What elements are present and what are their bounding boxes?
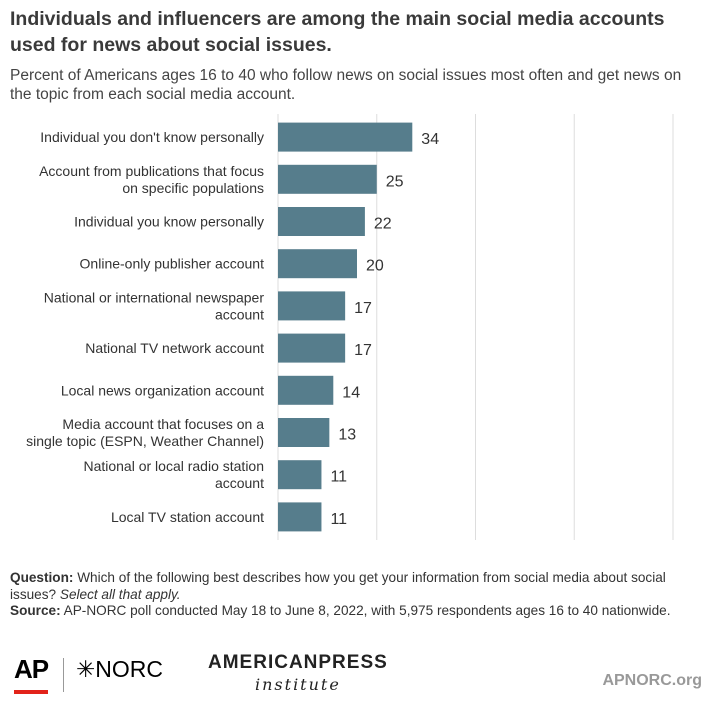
bar — [278, 333, 346, 363]
x-tick-label: 0 — [274, 561, 282, 563]
category-label: National TV network account — [85, 340, 264, 356]
category-label: Account from publications that focus on s… — [39, 163, 264, 196]
footer: AP ✳NORC AMERICANPRESS institute APNORC.… — [0, 650, 712, 701]
category-label: Local news organization account — [61, 382, 264, 398]
api-logo-sub: institute — [255, 675, 341, 694]
bar — [278, 249, 357, 279]
category-label: Media account that focuses on a single to… — [26, 416, 264, 449]
bar — [278, 164, 377, 194]
category-label: National or local radio station account — [83, 458, 264, 491]
data-label: 22 — [374, 216, 392, 233]
norc-logo: ✳NORC — [76, 656, 163, 682]
chart-title: Individuals and influencers are among th… — [10, 8, 665, 56]
chart-notes: Question: Which of the following best de… — [10, 570, 700, 620]
data-label: 34 — [421, 131, 439, 148]
source-text: AP-NORC poll conducted May 18 to June 8,… — [63, 603, 671, 618]
category-label: Online-only publisher account — [80, 256, 265, 272]
data-label: 11 — [330, 511, 347, 528]
bar — [278, 418, 330, 447]
bar — [278, 502, 322, 532]
question-label: Question: — [10, 570, 74, 585]
question-italic: Select all that apply. — [59, 586, 181, 602]
data-label: 20 — [366, 258, 384, 275]
logo-divider — [63, 658, 64, 692]
bar — [278, 460, 322, 490]
data-label: 17 — [354, 342, 372, 359]
ap-logo: AP — [14, 654, 49, 684]
source-label: Source: — [10, 603, 61, 618]
category-label: Individual you know personally — [74, 214, 264, 230]
x-tick-label: 25 — [369, 561, 385, 563]
chart-subtitle: Percent of Americans ages 16 to 40 who f… — [10, 67, 682, 103]
bar — [278, 207, 365, 236]
data-label: 11 — [330, 469, 347, 486]
bar — [278, 291, 346, 321]
data-label: 17 — [354, 300, 372, 317]
site-url: APNORC.org — [602, 672, 702, 689]
x-tick-label: 50 — [468, 561, 484, 563]
category-label: Local TV station account — [111, 509, 264, 525]
question-text: Which of the following best describes ho… — [10, 570, 666, 602]
category-label: Individual you don't know personally — [40, 129, 264, 145]
bar-chart: 0 25 50 75 100% 34 Individual you don't know p… — [26, 114, 691, 563]
x-tick-label: 100% — [655, 561, 691, 563]
bar — [278, 122, 413, 152]
ap-logo-bar — [14, 690, 48, 694]
question-note: Question: Which of the following best de… — [10, 570, 700, 603]
data-label: 13 — [338, 427, 356, 444]
data-label: 14 — [342, 384, 360, 401]
category-label: National or international newspaper accou… — [44, 289, 265, 322]
api-logo: AMERICANPRESS — [208, 652, 388, 673]
source-note: Source: AP-NORC poll conducted May 18 to… — [10, 603, 700, 620]
data-label: 25 — [386, 173, 404, 190]
bar — [278, 375, 334, 405]
x-tick-label: 75 — [566, 561, 582, 563]
